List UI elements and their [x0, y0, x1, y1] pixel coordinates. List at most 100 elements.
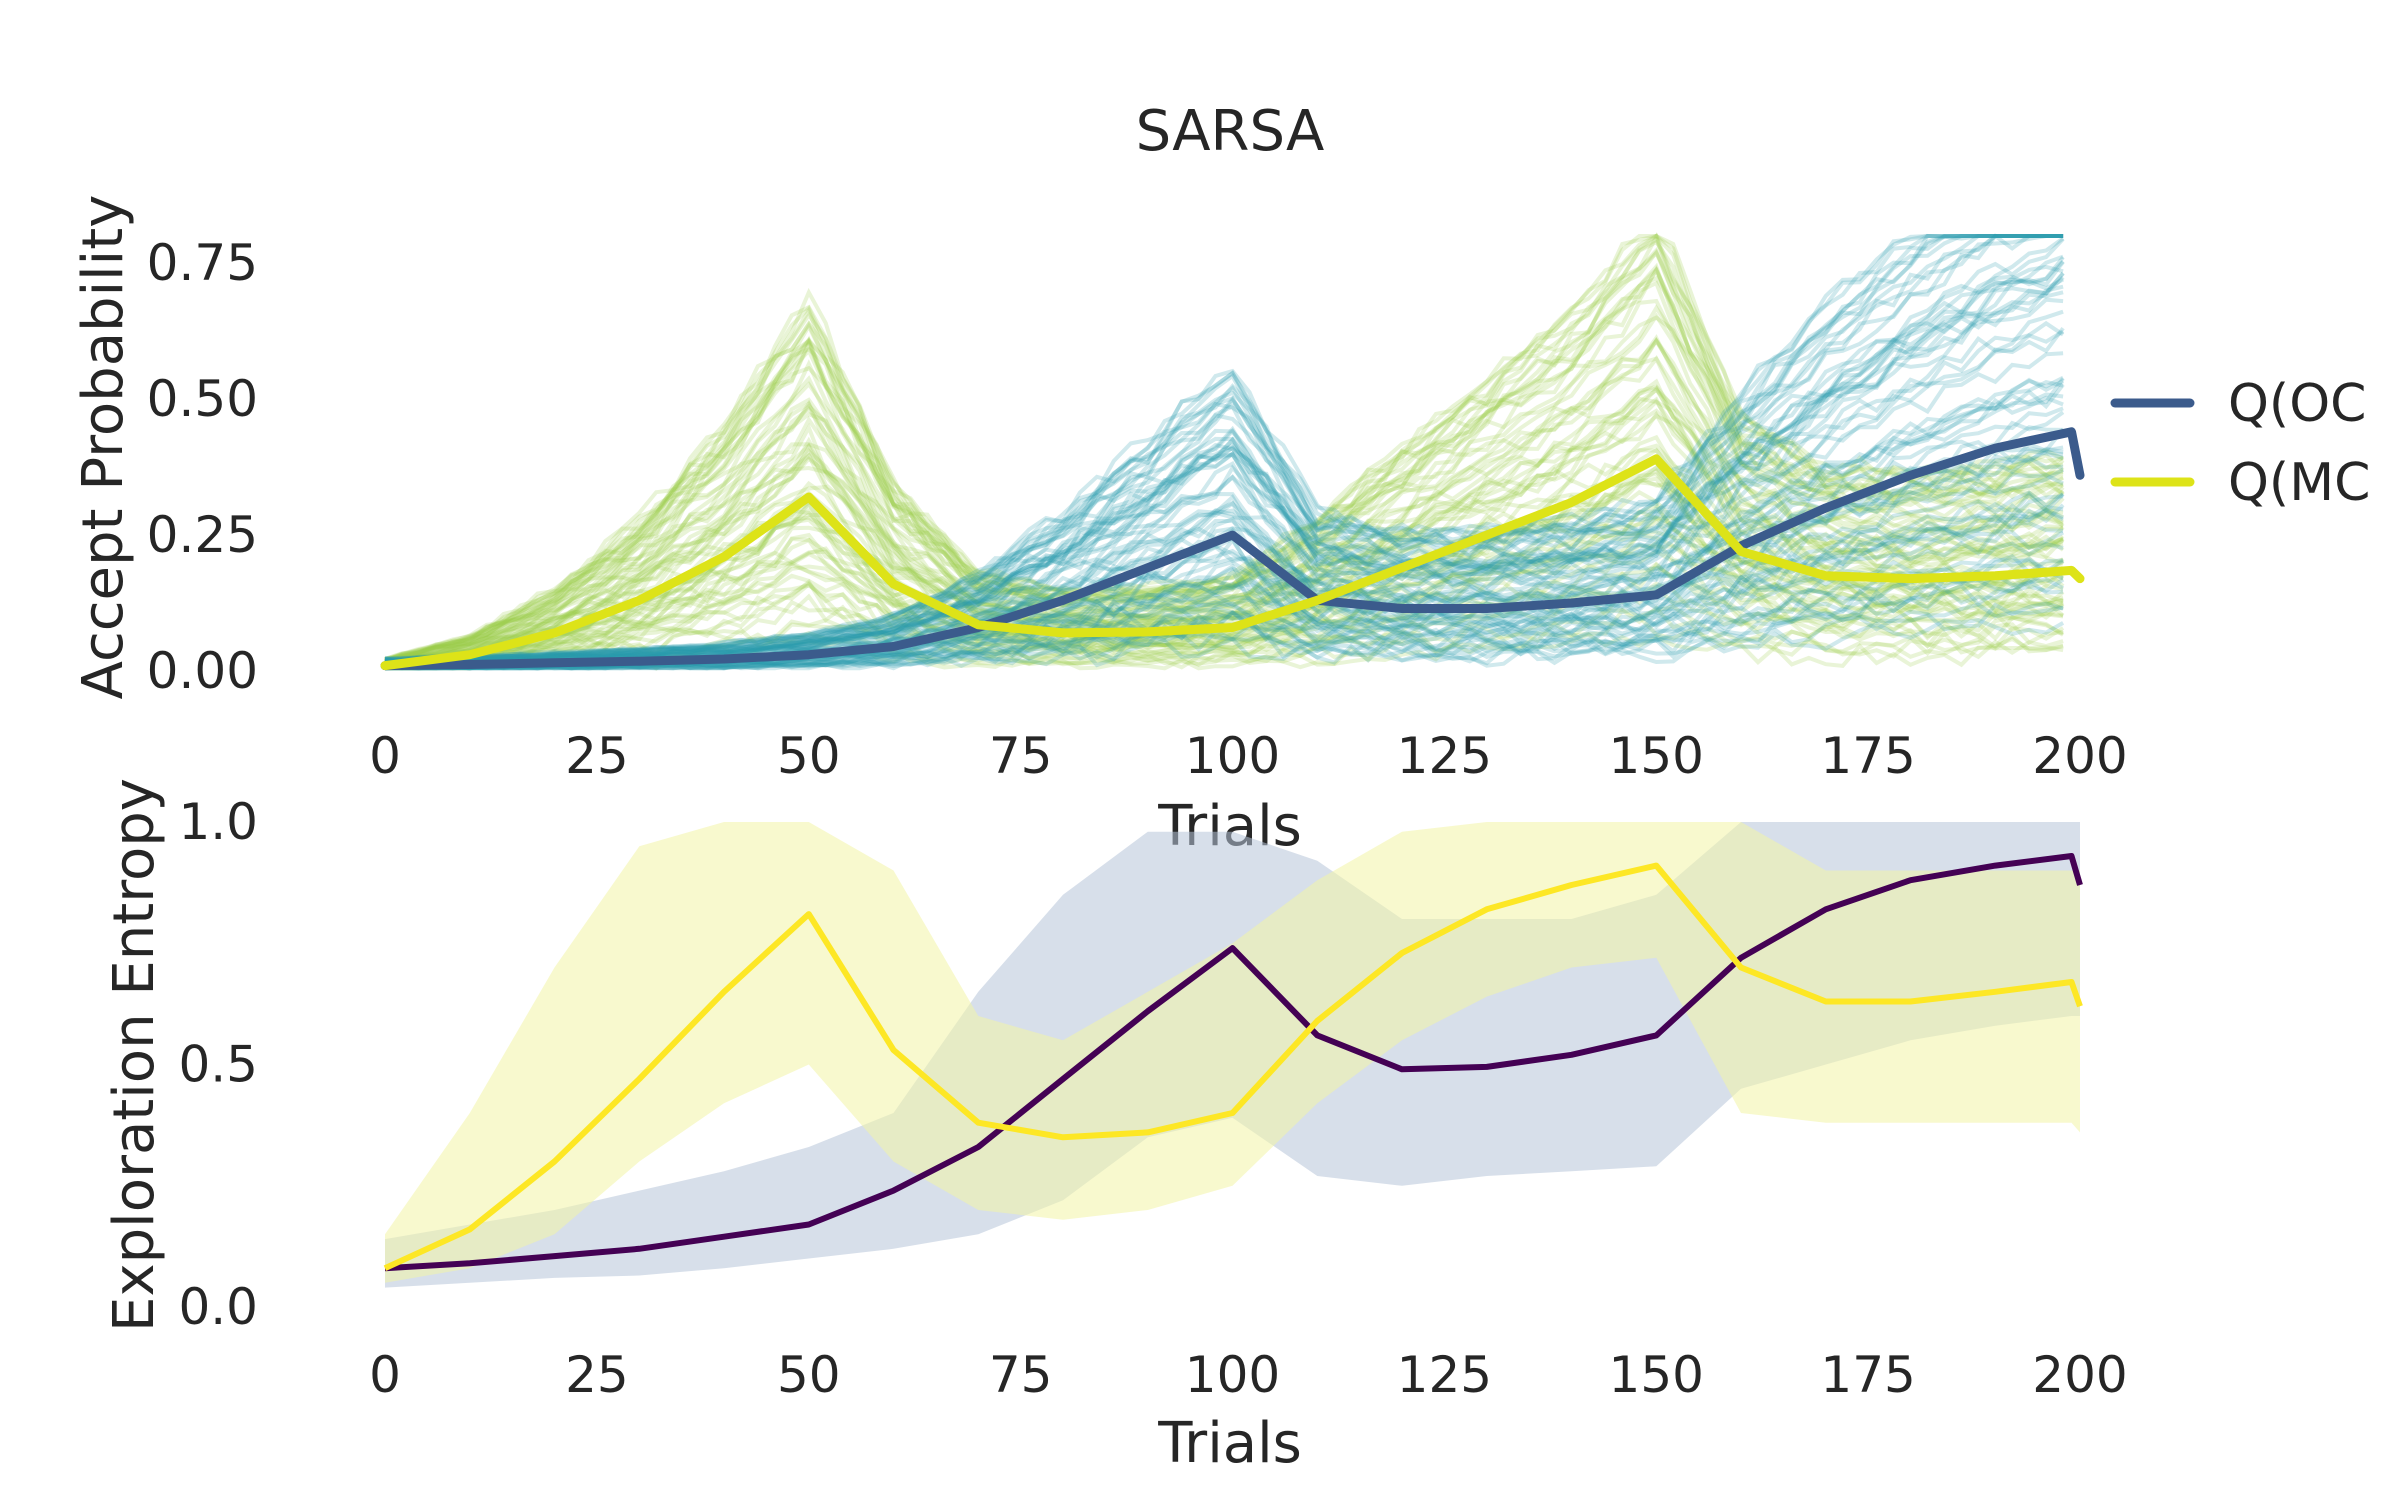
individual-run-line [384, 256, 2065, 665]
individual-run-line [384, 234, 2064, 661]
individual-run-line [384, 237, 2065, 665]
individual-run-line [384, 434, 2064, 669]
individual-run-line [384, 309, 2064, 666]
confidence-band [385, 822, 2080, 1283]
individual-run-line [385, 583, 2065, 671]
x-tick-label: 50 [777, 1346, 841, 1404]
individual-run-line [384, 246, 2064, 663]
individual-run-line [384, 554, 2064, 671]
individual-run-line [384, 249, 2064, 664]
individual-run-line [384, 290, 2064, 665]
individual-run-line [384, 562, 2064, 671]
x-tick-label: 150 [1609, 1346, 1704, 1404]
individual-run-line [384, 337, 2064, 665]
individual-run-line [384, 556, 2064, 671]
individual-run-line [384, 540, 2065, 670]
x-tick-label: 175 [1820, 1346, 1915, 1404]
y-axis-label: Accept Probability [71, 195, 136, 700]
individual-run-line [384, 277, 2065, 665]
individual-run-line [384, 234, 2064, 663]
individual-run-line [384, 275, 2064, 665]
individual-run-line [384, 254, 2064, 664]
individual-run-line [384, 234, 2064, 664]
individual-run-line [384, 264, 2064, 665]
individual-run-line [384, 236, 2064, 661]
x-tick-labels: 0 25 50 75 100 125 150 175 200 [369, 727, 2128, 785]
individual-run-line [384, 408, 2064, 667]
individual-run-line [384, 396, 2064, 666]
individual-run-line [384, 297, 2064, 665]
x-tick-label: 75 [989, 1346, 1053, 1404]
individual-run-line [384, 577, 2065, 671]
individual-run-line [384, 234, 2064, 661]
x-tick-label: 25 [565, 1346, 629, 1404]
individual-run-line [384, 504, 2064, 669]
individual-run-line [385, 605, 2064, 671]
individual-run-line [384, 502, 2064, 669]
legend-label-q-oc: Q(OC [2228, 374, 2366, 434]
y-tick-label: 0.0 [178, 1278, 258, 1336]
x-tick-label: 200 [2032, 727, 2127, 785]
individual-run-line [384, 264, 2065, 665]
individual-run-line [384, 266, 2064, 662]
individual-run-line [384, 234, 2064, 663]
x-tick-label: 200 [2032, 1346, 2127, 1404]
individual-run-line [384, 272, 2065, 664]
individual-run-line [384, 298, 2065, 664]
individual-run-line [384, 515, 2064, 671]
individual-run-line [384, 334, 2064, 665]
x-tick-label: 25 [565, 727, 629, 785]
individual-run-line [384, 304, 2064, 664]
individual-run-line [384, 315, 2065, 664]
individual-run-line [384, 519, 2064, 671]
y-tick-label: 0.50 [147, 370, 258, 428]
individual-run-line [384, 516, 2065, 670]
individual-run-line [384, 232, 2065, 663]
individual-run-line [384, 262, 2065, 664]
x-tick-label: 0 [369, 1346, 401, 1404]
individual-run-line [384, 312, 2065, 663]
y-tick-labels: 0.00 0.25 0.50 0.75 [147, 234, 258, 700]
individual-run-line [384, 548, 2064, 669]
individual-run-line [384, 233, 2064, 661]
y-tick-label: 0.00 [147, 642, 258, 700]
individual-run-line [384, 234, 2064, 663]
x-tick-label: 75 [989, 727, 1053, 785]
individual-run-line [384, 234, 2064, 663]
x-tick-label: 125 [1397, 727, 1492, 785]
individual-run-line [384, 233, 2065, 661]
individual-run-line [384, 581, 2064, 671]
individual-run-line [384, 232, 2065, 662]
exploration-entropy-panel: 0 25 50 75 100 125 150 175 200 0.00.51.0 Trials … [102, 778, 2128, 1476]
individual-run-line [384, 543, 2065, 669]
individual-run-line [384, 234, 2064, 662]
individual-run-line [384, 565, 2064, 669]
series-line-q-mc [380, 454, 2085, 671]
individual-run-line [384, 504, 2064, 671]
individual-run-line [384, 260, 2065, 664]
y-tick-label: 0.25 [147, 506, 258, 564]
individual-run-line [384, 234, 2064, 663]
series-line-q-oc [380, 427, 2085, 671]
individual-run-line [384, 266, 2064, 662]
individual-run-line [384, 385, 2065, 668]
individual-run-line [384, 398, 2065, 666]
x-tick-labels: 0 25 50 75 100 125 150 175 200 [369, 1346, 2128, 1404]
individual-run-line [384, 410, 2064, 668]
individual-run-line [384, 604, 2064, 671]
legend-label-q-mc: Q(MC [2228, 453, 2370, 513]
individual-run-line [384, 602, 2064, 671]
individual-run-line [385, 618, 2065, 671]
individual-run-line [384, 234, 2064, 663]
x-tick-label: 125 [1397, 1346, 1492, 1404]
individual-run-line [384, 275, 2065, 665]
x-tick-label: 150 [1609, 727, 1704, 785]
individual-run-line [384, 336, 2064, 666]
y-tick-label: 0.75 [147, 234, 258, 292]
individual-run-line [385, 601, 2064, 671]
individual-run-line [384, 284, 2064, 666]
mean-lines-group [380, 427, 2085, 671]
x-tick-label: 100 [1185, 1346, 1280, 1404]
individual-run-line [384, 234, 2064, 663]
individual-run-line [384, 259, 2065, 664]
